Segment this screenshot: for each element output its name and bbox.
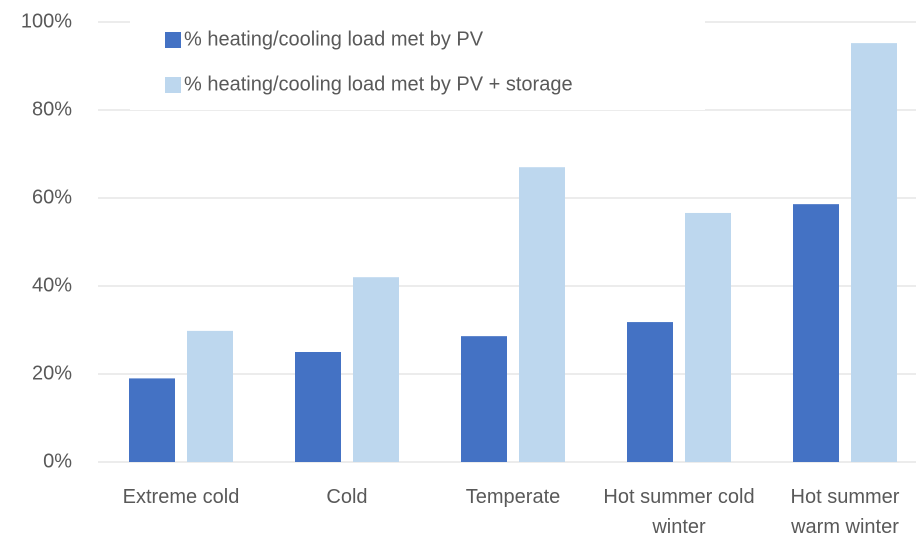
- x-tick-label: Hot summer warm winter: [790, 486, 900, 538]
- bar: [187, 330, 233, 462]
- bar: [461, 336, 507, 462]
- x-tick-label: Extreme cold: [122, 486, 240, 508]
- bar: [295, 352, 341, 462]
- legend-swatch: [165, 32, 181, 48]
- bar: [129, 378, 175, 462]
- x-tick-label: Temperate: [465, 486, 561, 508]
- y-tick-label: 100%: [21, 10, 72, 32]
- legend-background: [130, 14, 705, 110]
- bar: [793, 204, 839, 462]
- y-tick-label: 60%: [32, 186, 72, 208]
- y-tick-label: 20%: [32, 362, 72, 384]
- bar: [627, 322, 673, 462]
- bar: [685, 212, 731, 462]
- legend-label: % heating/cooling load met by PV + stora…: [184, 73, 573, 95]
- y-tick-label: 40%: [32, 274, 72, 296]
- x-tick-label: Cold: [326, 486, 368, 508]
- bar: [851, 43, 897, 463]
- x-tick-label: Hot summer cold winter: [603, 486, 755, 538]
- y-tick-label: 80%: [32, 98, 72, 120]
- bar: [353, 277, 399, 462]
- y-tick-label: 0%: [43, 450, 72, 472]
- legend-label: % heating/cooling load met by PV: [184, 28, 484, 50]
- bar: [519, 167, 565, 462]
- legend-swatch: [165, 77, 181, 93]
